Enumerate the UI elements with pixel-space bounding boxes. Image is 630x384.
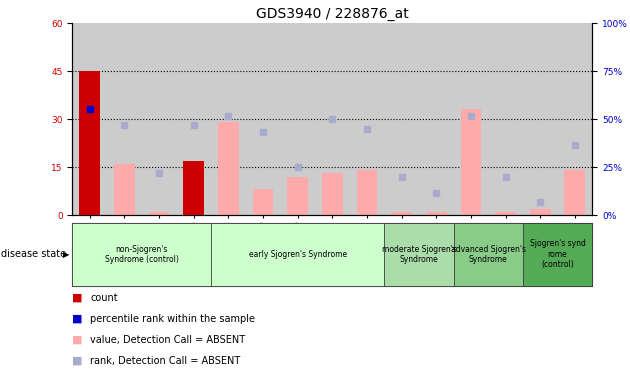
- Text: count: count: [90, 293, 118, 303]
- Bar: [287, 177, 308, 215]
- Text: ■: ■: [72, 335, 83, 345]
- Bar: [322, 174, 343, 215]
- Title: GDS3940 / 228876_at: GDS3940 / 228876_at: [256, 7, 409, 21]
- Text: early Sjogren's Syndrome: early Sjogren's Syndrome: [249, 250, 347, 259]
- Bar: [495, 212, 516, 215]
- Bar: [357, 170, 377, 215]
- Bar: [426, 212, 447, 215]
- Bar: [114, 164, 135, 215]
- Text: moderate Sjogren's
Syndrome: moderate Sjogren's Syndrome: [382, 245, 456, 264]
- Bar: [530, 209, 551, 215]
- FancyBboxPatch shape: [523, 223, 592, 286]
- Bar: [79, 71, 100, 215]
- Text: ▶: ▶: [63, 250, 69, 259]
- Text: non-Sjogren's
Syndrome (control): non-Sjogren's Syndrome (control): [105, 245, 179, 264]
- Text: value, Detection Call = ABSENT: value, Detection Call = ABSENT: [90, 335, 245, 345]
- Bar: [218, 122, 239, 215]
- Bar: [149, 212, 169, 215]
- FancyBboxPatch shape: [454, 223, 523, 286]
- Text: Sjogren's synd
rome
(control): Sjogren's synd rome (control): [530, 240, 585, 269]
- Text: ■: ■: [72, 293, 83, 303]
- Text: advanced Sjogren's
Syndrome: advanced Sjogren's Syndrome: [450, 245, 526, 264]
- Bar: [391, 212, 412, 215]
- FancyBboxPatch shape: [72, 223, 211, 286]
- Bar: [183, 161, 204, 215]
- FancyBboxPatch shape: [211, 223, 384, 286]
- Bar: [461, 109, 481, 215]
- Text: disease state: disease state: [1, 249, 66, 260]
- Bar: [564, 170, 585, 215]
- Text: percentile rank within the sample: percentile rank within the sample: [90, 314, 255, 324]
- Text: rank, Detection Call = ABSENT: rank, Detection Call = ABSENT: [90, 356, 240, 366]
- Bar: [253, 189, 273, 215]
- Text: ■: ■: [72, 356, 83, 366]
- FancyBboxPatch shape: [384, 223, 454, 286]
- Text: ■: ■: [72, 314, 83, 324]
